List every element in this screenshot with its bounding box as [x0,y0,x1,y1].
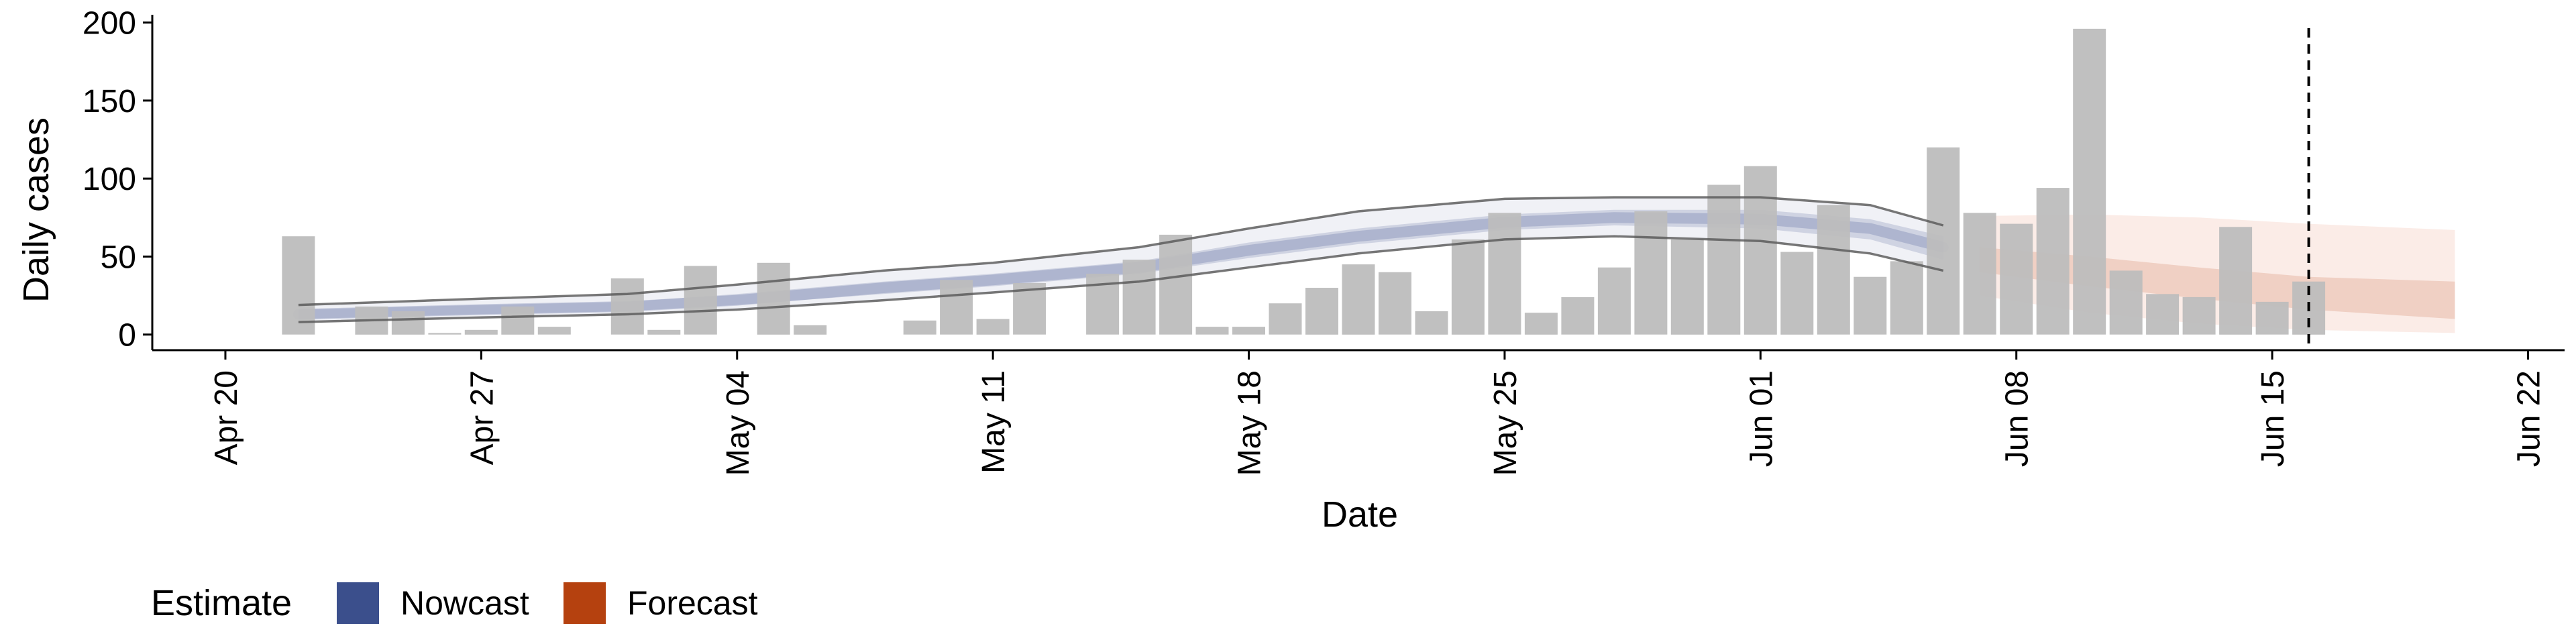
x-tick-label: May 04 [720,370,756,476]
bar [1927,147,1960,335]
bar [537,327,571,335]
bar [647,329,681,335]
bar [757,262,790,335]
y-tick-label: 150 [83,84,136,119]
legend-label-nowcast: Nowcast [400,584,529,622]
x-axis-label: Date [1322,494,1398,535]
legend-swatch-forecast [564,582,606,624]
bar [1817,205,1850,335]
bar [1743,166,1777,335]
bar [1780,252,1814,335]
x-tick-label: Jun 01 [1743,370,1779,467]
bar [2219,227,2253,335]
y-tick-label: 50 [101,239,136,275]
bar [1597,267,1631,335]
y-tick-label: 200 [83,6,136,42]
bar [1195,327,1229,335]
nowcast-inner-band [298,209,1943,319]
legend-label-forecast: Forecast [627,584,758,622]
x-tick-label: Jun 08 [2000,370,2035,467]
bar [2146,294,2180,335]
x-tick-label: May 11 [976,370,1012,474]
bar [794,325,827,335]
bar [1451,239,1485,335]
bar [282,236,315,335]
axes-layer: 0 50 100 150 200 Apr 20 Apr 27 May 04 May 11 May … [83,6,2565,476]
bar [976,319,1010,335]
bar [501,306,535,335]
bar [1561,297,1595,335]
bar [1670,239,1704,335]
nowcast-lower-line [298,235,1944,323]
legend: Estimate Nowcast Forecast [151,582,758,624]
x-tick-label: Apr 27 [464,370,500,465]
bar [391,311,425,335]
bar [1963,213,1996,335]
bar [940,280,973,335]
y-tick-label: 100 [83,162,136,197]
bar [2182,297,2216,335]
bar [2036,188,2070,335]
bar [1488,213,1521,335]
y-tick-label: 0 [118,318,136,354]
bar [464,329,498,335]
x-tick-label: Apr 20 [209,370,244,465]
bar [1305,288,1338,335]
bar [684,266,717,335]
x-tick-label: May 25 [1488,370,1523,476]
bar [1342,264,1375,335]
bar [610,278,644,335]
bars-layer [282,28,2326,335]
x-tick-label: May 18 [1232,370,1268,476]
bar [1854,276,1887,335]
bar [1159,234,1193,335]
lines-layer [298,28,2310,350]
bar [1634,211,1668,335]
bar [1122,260,1156,335]
legend-title: Estimate [151,583,292,623]
bar [2255,301,2289,335]
bar [1890,261,1923,335]
legend-swatch-nowcast [337,582,379,624]
bar [1232,327,1265,335]
bar [1269,303,1302,335]
bar [903,320,936,335]
x-tick-label: Jun 15 [2255,370,2291,467]
bar [428,333,462,335]
bar [2000,223,2033,335]
nowcast-upper-line [298,196,1944,307]
x-tick-label: Jun 22 [2512,370,2547,467]
bar [1379,272,1411,335]
bar [1524,313,1558,335]
bar [1707,184,1741,335]
bar [1415,311,1448,335]
bar [2073,28,2106,335]
y-axis-label: Daily cases [16,117,56,303]
bar [2109,270,2143,335]
